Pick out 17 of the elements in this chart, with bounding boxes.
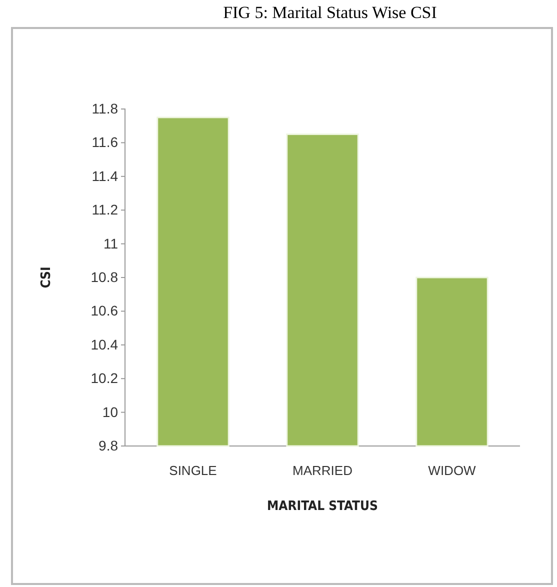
y-tick-label: 10.6 [90, 302, 118, 319]
y-tick-label: 10.2 [90, 370, 118, 386]
y-tick-label: 11.6 [92, 134, 118, 150]
y-tick-label: 11.2 [92, 202, 118, 218]
y-axis-title: CSI [39, 266, 54, 288]
y-tick-label: 10.8 [90, 268, 118, 285]
x-axis-title: MARITAL STATUS [267, 499, 378, 514]
x-tick-label: SINGLE [169, 463, 218, 478]
y-tick-label: 10.4 [90, 336, 118, 352]
x-tick-label: WIDOW [428, 463, 477, 478]
y-tick-label: 11.4 [92, 168, 118, 184]
y-tick-label: 11 [103, 235, 118, 252]
y-tick-label: 11.8 [92, 100, 118, 116]
x-tick-label: MARRIED [292, 463, 352, 478]
y-tick-label: 9.8 [98, 437, 118, 454]
chart-title: FIG 5: Marital Status Wise CSI [223, 3, 438, 22]
y-tick-label: 10 [102, 404, 118, 420]
